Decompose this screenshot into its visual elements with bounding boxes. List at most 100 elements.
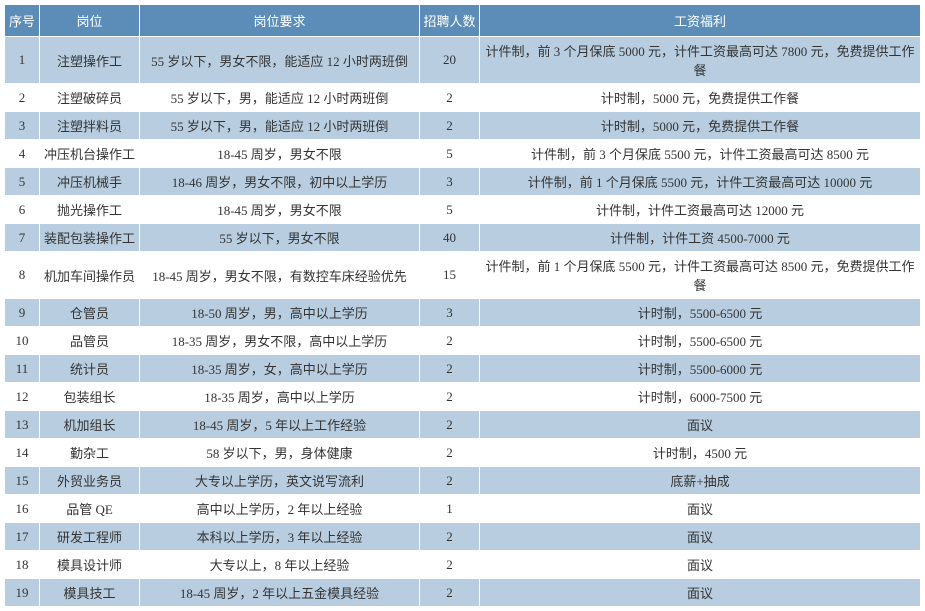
cell-requirements: 18-45 周岁，男女不限 (140, 196, 420, 224)
cell-benefits: 计时制，6000-7500 元 (480, 383, 921, 411)
cell-benefits: 面议 (480, 551, 921, 579)
table-row: 14勤杂工58 岁以下，男，身体健康2计时制，4500 元 (5, 439, 921, 467)
cell-seq: 7 (5, 224, 40, 252)
cell-benefits: 底薪+抽成 (480, 467, 921, 495)
cell-position: 统计员 (40, 355, 140, 383)
cell-requirements: 55 岁以下，男女不限 (140, 224, 420, 252)
cell-seq: 18 (5, 551, 40, 579)
cell-requirements: 18-45 周岁，5 年以上工作经验 (140, 411, 420, 439)
table-row: 16品管 QE高中以上学历，2 年以上经验1面议 (5, 495, 921, 523)
cell-position: 装配包装操作工 (40, 224, 140, 252)
cell-count: 15 (420, 252, 480, 299)
cell-position: 模具技工 (40, 579, 140, 607)
cell-count: 40 (420, 224, 480, 252)
cell-position: 抛光操作工 (40, 196, 140, 224)
cell-count: 2 (420, 84, 480, 112)
cell-requirements: 大专以上，8 年以上经验 (140, 551, 420, 579)
cell-count: 2 (420, 551, 480, 579)
cell-count: 3 (420, 168, 480, 196)
table-row: 13机加组长18-45 周岁，5 年以上工作经验2面议 (5, 411, 921, 439)
cell-count: 2 (420, 112, 480, 140)
cell-seq: 6 (5, 196, 40, 224)
cell-seq: 1 (5, 37, 40, 84)
cell-position: 机加组长 (40, 411, 140, 439)
header-requirements: 岗位要求 (140, 5, 420, 37)
cell-position: 品管员 (40, 327, 140, 355)
cell-benefits: 面议 (480, 523, 921, 551)
cell-seq: 8 (5, 252, 40, 299)
cell-requirements: 55 岁以下，男，能适应 12 小时两班倒 (140, 84, 420, 112)
cell-count: 3 (420, 299, 480, 327)
cell-requirements: 高中以上学历，2 年以上经验 (140, 495, 420, 523)
table-row: 9仓管员18-50 周岁，男，高中以上学历3计时制，5500-6500 元 (5, 299, 921, 327)
cell-count: 2 (420, 355, 480, 383)
cell-seq: 10 (5, 327, 40, 355)
table-row: 6抛光操作工18-45 周岁，男女不限5计件制，计件工资最高可达 12000 元 (5, 196, 921, 224)
cell-benefits: 计件制，前 1 个月保底 5500 元，计件工资最高可达 8500 元，免费提供… (480, 252, 921, 299)
cell-seq: 14 (5, 439, 40, 467)
cell-position: 外贸业务员 (40, 467, 140, 495)
cell-position: 研发工程师 (40, 523, 140, 551)
table-header: 序号 岗位 岗位要求 招聘人数 工资福利 (5, 5, 921, 37)
cell-requirements: 18-35 周岁，女，高中以上学历 (140, 355, 420, 383)
cell-benefits: 计时制，5000 元，免费提供工作餐 (480, 84, 921, 112)
cell-count: 5 (420, 140, 480, 168)
header-count: 招聘人数 (420, 5, 480, 37)
table-row: 17研发工程师本科以上学历，3 年以上经验2面议 (5, 523, 921, 551)
cell-seq: 2 (5, 84, 40, 112)
cell-count: 2 (420, 523, 480, 551)
cell-position: 冲压机台操作工 (40, 140, 140, 168)
cell-requirements: 55 岁以下，男，能适应 12 小时两班倒 (140, 112, 420, 140)
cell-requirements: 18-35 周岁，高中以上学历 (140, 383, 420, 411)
table-row: 18模具设计师大专以上，8 年以上经验2面议 (5, 551, 921, 579)
header-benefits: 工资福利 (480, 5, 921, 37)
cell-position: 注塑破碎员 (40, 84, 140, 112)
cell-position: 包装组长 (40, 383, 140, 411)
cell-benefits: 计时制，5500-6000 元 (480, 355, 921, 383)
cell-requirements: 大专以上学历，英文说写流利 (140, 467, 420, 495)
recruitment-table: 序号 岗位 岗位要求 招聘人数 工资福利 1注塑操作工55 岁以下，男女不限，能… (4, 4, 921, 607)
cell-position: 仓管员 (40, 299, 140, 327)
cell-count: 2 (420, 579, 480, 607)
cell-count: 2 (420, 383, 480, 411)
cell-seq: 9 (5, 299, 40, 327)
cell-seq: 11 (5, 355, 40, 383)
cell-position: 注塑操作工 (40, 37, 140, 84)
cell-requirements: 18-50 周岁，男，高中以上学历 (140, 299, 420, 327)
cell-count: 2 (420, 467, 480, 495)
cell-seq: 19 (5, 579, 40, 607)
table-row: 4冲压机台操作工18-45 周岁，男女不限5计件制，前 3 个月保底 5500 … (5, 140, 921, 168)
cell-requirements: 18-45 周岁，2 年以上五金模具经验 (140, 579, 420, 607)
header-seq: 序号 (5, 5, 40, 37)
cell-count: 2 (420, 327, 480, 355)
cell-benefits: 计时制，5500-6500 元 (480, 299, 921, 327)
table-row: 10品管员18-35 周岁，男女不限，高中以上学历2计时制，5500-6500 … (5, 327, 921, 355)
table-row: 8机加车间操作员18-45 周岁，男女不限，有数控车床经验优先15计件制，前 1… (5, 252, 921, 299)
cell-requirements: 18-35 周岁，男女不限，高中以上学历 (140, 327, 420, 355)
table-row: 7装配包装操作工55 岁以下，男女不限40计件制，计件工资 4500-7000 … (5, 224, 921, 252)
cell-count: 5 (420, 196, 480, 224)
cell-position: 品管 QE (40, 495, 140, 523)
cell-requirements: 58 岁以下，男，身体健康 (140, 439, 420, 467)
cell-benefits: 计件制，前 3 个月保底 5500 元，计件工资最高可达 8500 元 (480, 140, 921, 168)
table-row: 5冲压机械手18-46 周岁，男女不限，初中以上学历3计件制，前 1 个月保底 … (5, 168, 921, 196)
table-body: 1注塑操作工55 岁以下，男女不限，能适应 12 小时两班倒20计件制，前 3 … (5, 37, 921, 607)
cell-seq: 12 (5, 383, 40, 411)
cell-requirements: 18-45 周岁，男女不限 (140, 140, 420, 168)
cell-benefits: 计件制，计件工资 4500-7000 元 (480, 224, 921, 252)
table-row: 11统计员18-35 周岁，女，高中以上学历2计时制，5500-6000 元 (5, 355, 921, 383)
cell-count: 1 (420, 495, 480, 523)
table-row: 1注塑操作工55 岁以下，男女不限，能适应 12 小时两班倒20计件制，前 3 … (5, 37, 921, 84)
cell-requirements: 55 岁以下，男女不限，能适应 12 小时两班倒 (140, 37, 420, 84)
cell-benefits: 计件制，计件工资最高可达 12000 元 (480, 196, 921, 224)
cell-seq: 16 (5, 495, 40, 523)
cell-seq: 3 (5, 112, 40, 140)
cell-position: 模具设计师 (40, 551, 140, 579)
cell-count: 2 (420, 439, 480, 467)
cell-requirements: 本科以上学历，3 年以上经验 (140, 523, 420, 551)
cell-seq: 17 (5, 523, 40, 551)
cell-benefits: 计件制，前 3 个月保底 5000 元，计件工资最高可达 7800 元，免费提供… (480, 37, 921, 84)
cell-benefits: 计件制，前 1 个月保底 5500 元，计件工资最高可达 10000 元 (480, 168, 921, 196)
cell-benefits: 计时制，5000 元，免费提供工作餐 (480, 112, 921, 140)
table-row: 12包装组长18-35 周岁，高中以上学历2计时制，6000-7500 元 (5, 383, 921, 411)
